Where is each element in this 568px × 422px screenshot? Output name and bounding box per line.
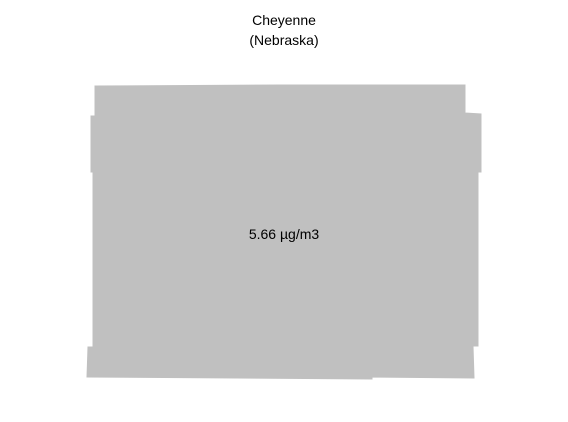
map-title-county: Cheyenne — [252, 12, 316, 28]
map-title-state: (Nebraska) — [249, 32, 319, 48]
county-shape — [86, 84, 482, 380]
pollution-value-label: 5.66 µg/m3 — [248, 226, 320, 242]
